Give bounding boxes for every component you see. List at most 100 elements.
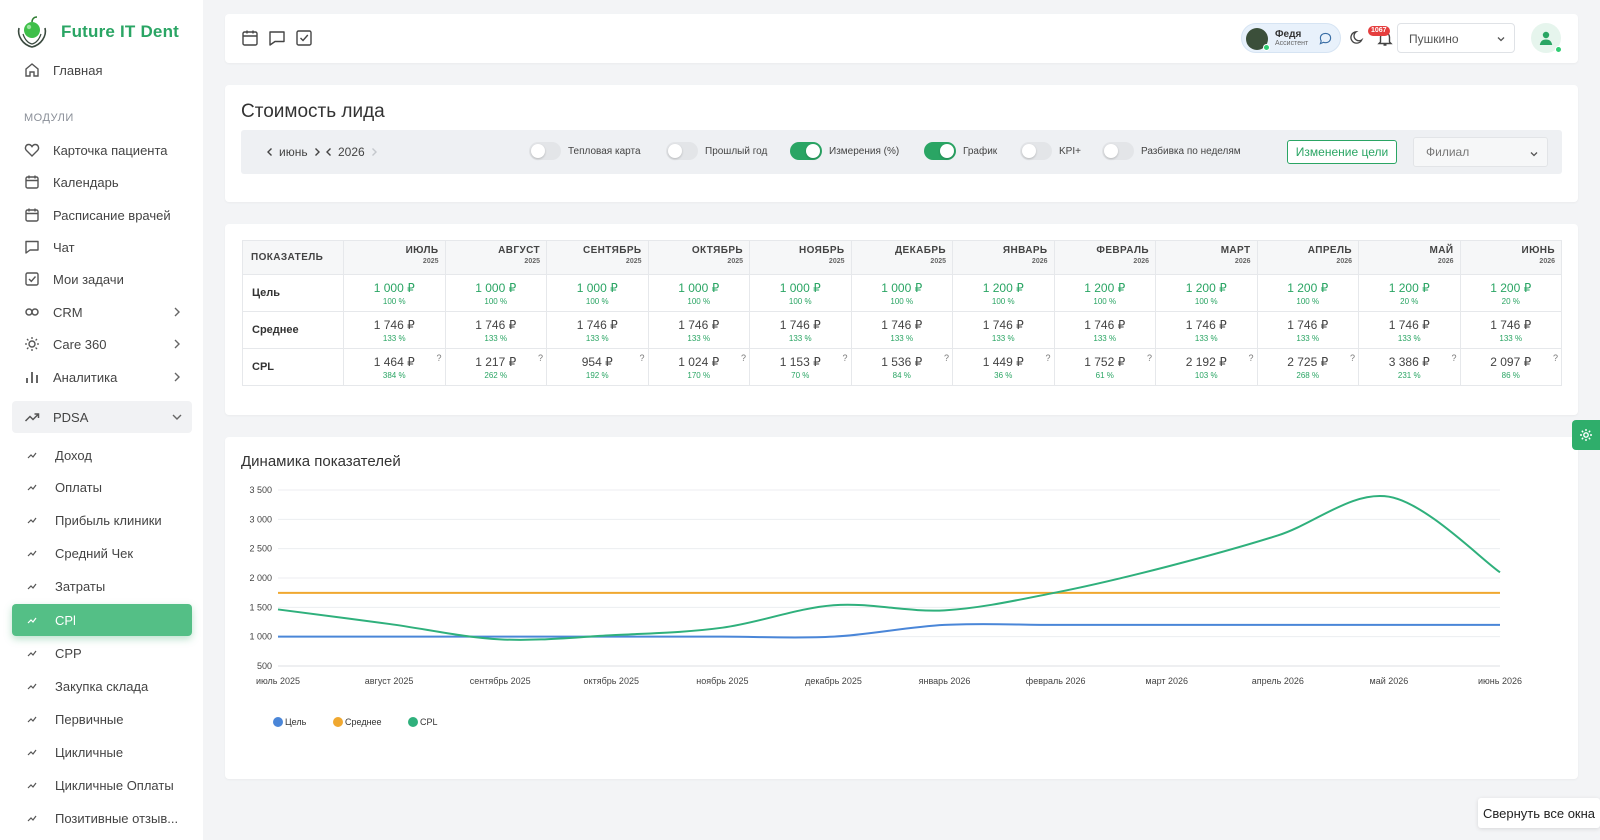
sidebar-subitem-avg-check[interactable]: Средний Чек	[12, 537, 192, 569]
year-label: 2026	[1234, 258, 1251, 265]
chevron-right-icon	[174, 307, 180, 317]
x-tick-label: март 2026	[1145, 676, 1188, 686]
sidebar-item-home[interactable]: Главная	[12, 54, 192, 86]
sidebar-subitem-positive-reviews[interactable]: Позитивные отзыв...	[12, 802, 192, 834]
y-tick-label: 2 500	[249, 544, 272, 554]
legend-label[interactable]: Среднее	[345, 717, 382, 727]
sidebar-subitem-clinic-profit[interactable]: Прибыль клиники	[12, 504, 192, 536]
help-icon[interactable]: ?	[1349, 353, 1355, 363]
help-icon[interactable]: ?	[639, 353, 645, 363]
help-icon[interactable]: ?	[1045, 353, 1051, 363]
toggle-measurements[interactable]: Измерения (%)	[790, 142, 899, 160]
cell-value: 1 746 ₽	[1287, 317, 1329, 332]
chat-icon[interactable]	[268, 29, 286, 47]
toggle-weekly-breakdown[interactable]: Разбивка по неделям	[1102, 142, 1241, 160]
calendar-icon[interactable]	[241, 29, 259, 47]
switch[interactable]	[790, 142, 822, 160]
sidebar-item-label: CPP	[55, 645, 82, 661]
settings-side-button[interactable]	[1572, 420, 1600, 450]
toggle-kpi-plus[interactable]: KPI+	[1020, 142, 1081, 160]
month-label: НОЯБРЬ	[798, 245, 845, 256]
help-icon[interactable]: ?	[436, 353, 442, 363]
help-icon[interactable]: ?	[1146, 353, 1152, 363]
sidebar-item-tasks[interactable]: Мои задачи	[12, 263, 192, 295]
switch[interactable]	[924, 142, 956, 160]
help-icon[interactable]: ?	[740, 353, 746, 363]
calendar-icon	[25, 175, 39, 189]
cell-percent: 20 %	[1400, 296, 1419, 306]
switch[interactable]	[529, 142, 561, 160]
chevron-right-icon[interactable]	[312, 147, 322, 157]
kpi-table-panel: ПОКАЗАТЕЛЬ ИЮЛЬ 2025 АВГУСТ 2025 СЕНТЯБРЬ 2…	[225, 224, 1578, 415]
assistant-widget[interactable]: Федя Ассистент	[1241, 23, 1341, 53]
help-icon[interactable]: ?	[943, 353, 949, 363]
switch[interactable]	[1020, 142, 1052, 160]
sidebar-item-chat[interactable]: Чат	[12, 231, 192, 263]
sidebar-item-doctor-schedule[interactable]: Расписание врачей	[12, 199, 192, 231]
sidebar-item-crm[interactable]: CRM	[12, 296, 192, 328]
brand[interactable]: Future IT Dent	[14, 14, 179, 50]
chevron-left-icon[interactable]	[265, 147, 275, 157]
toggle-chart[interactable]: График	[924, 142, 997, 160]
tasks-icon[interactable]	[295, 29, 313, 47]
sidebar-subitem-payments[interactable]: Оплаты	[12, 471, 192, 503]
toggle-heatmap[interactable]: Тепловая карта	[529, 142, 641, 160]
sidebar-item-pdsa[interactable]: PDSA	[12, 401, 192, 433]
sidebar-subitem-costs[interactable]: Затраты	[12, 570, 192, 602]
cell-percent: 231 %	[1397, 370, 1421, 380]
sidebar-subitem-cyclic[interactable]: Цикличные	[12, 736, 192, 768]
toggle-last-year[interactable]: Прошлый год	[666, 142, 767, 160]
chevron-left-icon[interactable]	[324, 147, 334, 157]
change-goal-button[interactable]: Изменение цели	[1287, 140, 1397, 164]
switch[interactable]	[666, 142, 698, 160]
year-label: 2026	[1437, 258, 1454, 265]
table-cell: 1 000 ₽100 %	[546, 274, 649, 312]
column-header: ПОКАЗАТЕЛЬ	[242, 240, 344, 275]
user-avatar[interactable]	[1531, 23, 1562, 53]
assistant-role: Ассистент	[1275, 40, 1309, 47]
sidebar-subitem-income[interactable]: Доход	[12, 439, 192, 471]
branch-select[interactable]: Филиал	[1413, 137, 1548, 167]
trend-small-icon	[27, 452, 37, 459]
legend-marker[interactable]	[408, 717, 418, 727]
cell-percent: 133 %	[1093, 333, 1117, 343]
sidebar-subitem-cpl[interactable]: CPl	[12, 604, 192, 636]
help-icon[interactable]: ?	[537, 353, 543, 363]
legend-label[interactable]: CPL	[420, 717, 438, 727]
cell-value: 2 192 ₽	[1185, 354, 1227, 369]
sidebar-subitem-cyclic-payments[interactable]: Цикличные Оплаты	[12, 769, 192, 801]
sidebar-item-patient-card[interactable]: Карточка пациента	[12, 134, 192, 166]
cell-value: 1 000 ₽	[678, 280, 720, 295]
legend-marker[interactable]	[333, 717, 343, 727]
sidebar-item-label: Оплаты	[55, 479, 102, 495]
sidebar-subitem-cpp[interactable]: CPP	[12, 637, 192, 669]
cell-percent: 133 %	[1499, 333, 1523, 343]
year-label: 2025	[524, 258, 540, 265]
switch[interactable]	[1102, 142, 1134, 160]
sidebar-item-calendar[interactable]: Календарь	[12, 166, 192, 198]
table-cell: 1 200 ₽100 %	[1256, 274, 1359, 312]
toggle-label: Прошлый год	[705, 145, 768, 157]
sidebar-item-care360[interactable]: Care 360	[12, 328, 192, 360]
cell-value: 1 200 ₽	[1287, 280, 1329, 295]
help-icon[interactable]: ?	[842, 353, 848, 363]
sidebar-item-analytics[interactable]: Аналитика	[12, 361, 192, 393]
toggle-label: Измерения (%)	[829, 145, 900, 157]
sidebar-subitem-primary[interactable]: Первичные	[12, 703, 192, 735]
legend-label[interactable]: Цель	[285, 717, 307, 727]
chevron-down-icon	[1530, 152, 1538, 157]
table-cell: 1 200 ₽100 %	[952, 274, 1055, 312]
help-icon[interactable]: ?	[1248, 353, 1254, 363]
help-icon[interactable]: ?	[1451, 353, 1457, 363]
sidebar-item-label: PDSA	[53, 409, 89, 425]
city-select[interactable]: Пушкино	[1397, 23, 1515, 53]
help-icon[interactable]: ?	[1552, 353, 1558, 363]
collapse-all-button[interactable]: Свернуть все окна	[1478, 798, 1600, 828]
chevron-right-icon[interactable]	[369, 147, 379, 157]
sidebar-item-label: Чат	[53, 239, 75, 255]
row-name: CPL	[242, 348, 344, 386]
sidebar-subitem-warehouse[interactable]: Закупка склада	[12, 670, 192, 702]
moon-icon[interactable]	[1349, 29, 1366, 46]
cell-value: 1 200 ₽	[982, 280, 1024, 295]
legend-marker[interactable]	[273, 717, 283, 727]
